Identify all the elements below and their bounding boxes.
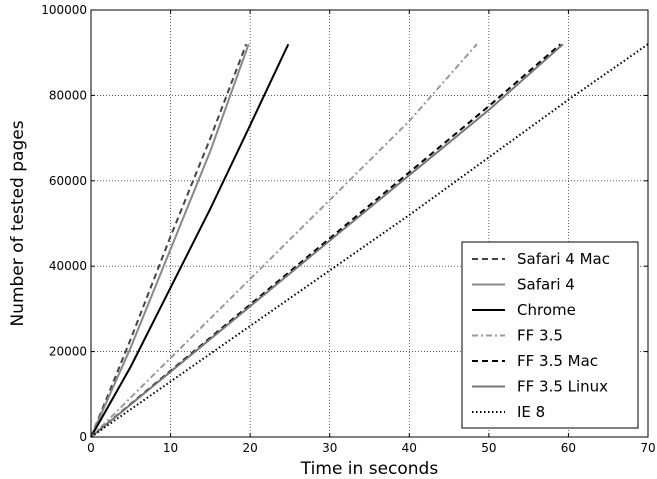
legend-label: Safari 4 Mac <box>517 250 610 268</box>
legend: Safari 4 Mac Safari 4 Chrome FF 3.5 FF 3.5 M… <box>461 241 639 429</box>
legend-label: FF 3.5 Mac <box>517 352 598 370</box>
series-line-ff-3-5-linux <box>90 43 564 438</box>
x-axis-label: Time in seconds <box>300 459 439 479</box>
y-axis-label: Number of tested pages <box>8 120 28 326</box>
legend-label: Chrome <box>517 301 576 319</box>
legend-label: FF 3.5 <box>517 327 563 345</box>
legend-label: IE 8 <box>517 403 545 421</box>
y-tick-label: 20000 <box>49 345 87 359</box>
series-layer <box>90 43 649 438</box>
ticks: 0 10 20 30 40 50 60 70 0 20000 40000 60000 80000 1000… <box>41 3 655 455</box>
plot-frame <box>90 9 649 438</box>
series-line-ie-8 <box>90 43 649 438</box>
y-tick-label: 0 <box>79 430 87 444</box>
x-tick-label: 70 <box>640 441 655 455</box>
y-tick-label: 100000 <box>41 3 87 17</box>
legend-label: FF 3.5 Linux <box>517 378 608 396</box>
y-tick-label: 40000 <box>49 259 87 273</box>
series-line-safari-4 <box>90 43 250 438</box>
legend-label: Safari 4 <box>517 276 575 294</box>
x-tick-label: 10 <box>163 441 178 455</box>
x-tick-label: 0 <box>87 441 95 455</box>
y-tick-label: 60000 <box>49 174 87 188</box>
x-tick-label: 20 <box>243 441 258 455</box>
x-tick-label: 30 <box>322 441 337 455</box>
series-line-safari-4-mac <box>90 43 248 438</box>
series-line-ff-3-5 <box>90 43 478 438</box>
series-line-chrome <box>90 43 290 438</box>
x-tick-label: 60 <box>561 441 576 455</box>
x-tick-label: 50 <box>481 441 496 455</box>
x-tick-label: 40 <box>402 441 417 455</box>
y-tick-label: 80000 <box>49 88 87 102</box>
